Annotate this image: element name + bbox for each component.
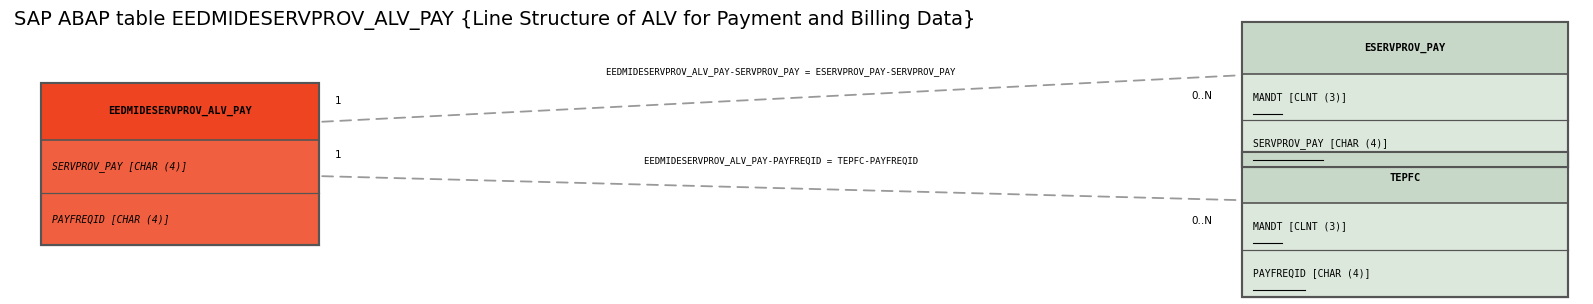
Text: SERVPROV_PAY [CHAR (4)]: SERVPROV_PAY [CHAR (4)] [53, 161, 188, 172]
Bar [41, 83, 320, 140]
Text: EEDMIDESERVPROV_ALV_PAY: EEDMIDESERVPROV_ALV_PAY [108, 106, 252, 116]
Text: SERVPROV_PAY [CHAR (4)]: SERVPROV_PAY [CHAR (4)] [1252, 138, 1388, 149]
Text: PAYFREQID [CHAR (4)]: PAYFREQID [CHAR (4)] [53, 214, 170, 224]
Bar [41, 83, 320, 245]
Text: 1: 1 [335, 150, 342, 160]
Bar [1243, 22, 1568, 167]
Text: 0..N: 0..N [1192, 91, 1212, 101]
Text: ESERVPROV_PAY: ESERVPROV_PAY [1364, 43, 1445, 53]
Bar [1243, 22, 1568, 167]
Text: EEDMIDESERVPROV_ALV_PAY-SERVPROV_PAY = ESERVPROV_PAY-SERVPROV_PAY: EEDMIDESERVPROV_ALV_PAY-SERVPROV_PAY = E… [605, 67, 956, 76]
Text: SAP ABAP table EEDMIDESERVPROV_ALV_PAY {Line Structure of ALV for Payment and Bi: SAP ABAP table EEDMIDESERVPROV_ALV_PAY {… [14, 10, 975, 30]
Text: MANDT [CLNT (3)]: MANDT [CLNT (3)] [1252, 222, 1348, 232]
Bar [1243, 152, 1568, 203]
Text: 1: 1 [335, 96, 342, 106]
Text: PAYFREQID [CHAR (4)]: PAYFREQID [CHAR (4)] [1252, 268, 1370, 278]
Text: TEPFC: TEPFC [1389, 173, 1421, 183]
Bar [1243, 152, 1568, 297]
Bar [1243, 152, 1568, 297]
Text: MANDT [CLNT (3)]: MANDT [CLNT (3)] [1252, 92, 1348, 102]
Text: 0..N: 0..N [1192, 216, 1212, 226]
Text: EEDMIDESERVPROV_ALV_PAY-PAYFREQID = TEPFC-PAYFREQID: EEDMIDESERVPROV_ALV_PAY-PAYFREQID = TEPF… [644, 157, 918, 166]
Bar [41, 83, 320, 245]
Bar [1243, 22, 1568, 74]
